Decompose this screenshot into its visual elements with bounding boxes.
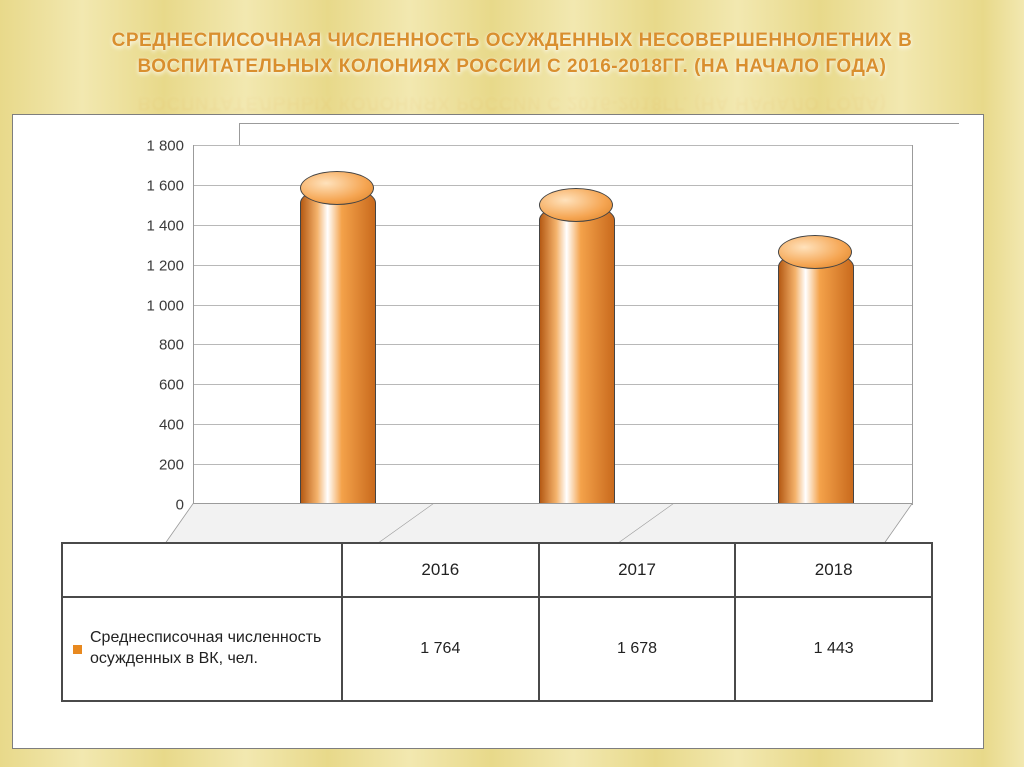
y-tick-label: 1 400 [146,217,184,234]
y-tick-label: 1 000 [146,297,184,314]
chart-title-line2: ВОСПИТАТЕЛЬНЫХ КОЛОНИЯХ РОССИИ С 2016-20… [138,56,887,77]
chart-panel: 02004006008001 0001 2001 4001 6001 800 2… [12,114,984,749]
gridline: 1 800 [194,145,912,146]
chart-title: СРЕДНЕСПИСОЧНАЯ ЧИСЛЕННОСТЬ ОСУЖДЕННЫХ Н… [0,0,1024,87]
y-tick-label: 600 [159,377,184,394]
plot-area: 02004006008001 0001 2001 4001 6001 800 [193,145,913,575]
y-tick-label: 400 [159,417,184,434]
data-table-val-2017: 1 678 [539,597,736,701]
y-tick-label: 0 [176,497,184,514]
data-table-col-2018: 2018 [735,543,932,597]
y-tick-label: 1 600 [146,177,184,194]
y-tick-label: 200 [159,457,184,474]
chart-title-line1: СРЕДНЕСПИСОЧНАЯ ЧИСЛЕННОСТЬ ОСУЖДЕННЫХ Н… [112,30,913,51]
bar-2016 [300,187,374,540]
bar-2018 [778,251,852,540]
data-table-col-2017: 2017 [539,543,736,597]
data-table-series-label: Среднесписочная численность осужденных в… [90,628,331,670]
plot-background: 02004006008001 0001 2001 4001 6001 800 [193,145,913,505]
y-tick-label: 1 800 [146,138,184,155]
data-table: 2016 2017 2018 Среднесписочная численнос… [61,542,933,702]
data-table-val-2016: 1 764 [342,597,539,701]
bar-2017 [539,204,613,540]
y-tick-label: 800 [159,337,184,354]
y-tick-label: 1 200 [146,257,184,274]
data-table-corner [62,543,342,597]
data-table-series-label-cell: Среднесписочная численность осужденных в… [62,597,342,701]
data-table-val-2018: 1 443 [735,597,932,701]
legend-marker-icon [73,645,82,654]
data-table-col-2016: 2016 [342,543,539,597]
